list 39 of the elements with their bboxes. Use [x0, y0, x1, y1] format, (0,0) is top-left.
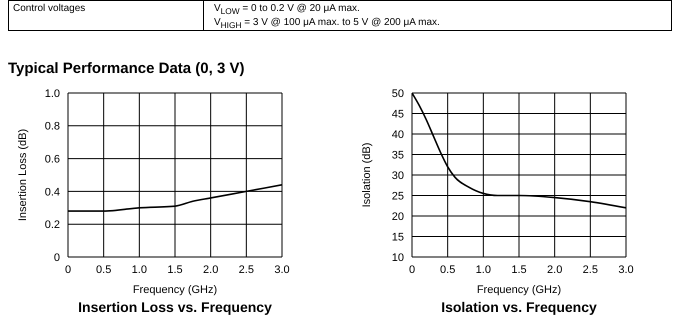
x-tick-label: 2.0 [547, 264, 562, 276]
x-tick-label: 3.0 [618, 264, 634, 276]
text: Typical Performance Data (0, 3 V) [8, 60, 244, 77]
x-tick-label: 2.0 [203, 264, 218, 276]
x-tick-label: 0.5 [96, 264, 112, 276]
y-axis-title: Insertion Loss (dB) [16, 128, 29, 222]
y-tick-label: 35 [392, 149, 404, 162]
y-tick-label: 50 [392, 88, 404, 100]
x-tick-label: 1.0 [132, 264, 147, 276]
text: Insertion Loss vs. Frequency [77, 299, 273, 315]
y-tick-label: 0.2 [44, 219, 60, 232]
y-tick-label: 20 [392, 210, 404, 223]
text: Control voltages [9, 1, 204, 30]
x-tick-label: 0 [64, 264, 72, 276]
x-tick-label: 1.0 [476, 264, 491, 276]
y-tick-label: 0.6 [44, 154, 60, 166]
y-axis-title: Isolation (dB) [360, 142, 373, 208]
y-tick-label: 30 [392, 170, 404, 182]
x-tick-label: 2.5 [582, 264, 598, 276]
y-tick-label: 10 [392, 252, 404, 264]
x-tick-label: 0 [408, 264, 416, 276]
text: Isolation vs. Frequency [440, 299, 598, 315]
y-tick-label: 15 [392, 231, 404, 244]
y-tick-label: 40 [392, 128, 404, 141]
x-axis-title: Frequency (GHz) [476, 284, 562, 296]
text: V$_{LOW}$ = 0 to 0.2 V @ 20 μA max. [214, 3, 361, 17]
x-tick-label: 3.0 [274, 264, 290, 276]
text: V$_{HIGH}$ = 3 V @ 100 μA max. to 5 V @ 200 μA max. [214, 17, 440, 31]
x-axis-title: Frequency (GHz) [132, 284, 218, 296]
x-tick-label: 1.5 [167, 264, 183, 276]
y-tick-label: 0.4 [44, 186, 60, 198]
y-tick-label: 0 [54, 252, 60, 264]
x-tick-label: 1.5 [511, 264, 527, 276]
y-tick-label: 45 [392, 108, 404, 120]
y-tick-label: 25 [392, 190, 404, 202]
y-tick-label: 0.8 [44, 120, 60, 133]
y-tick-label: 1.0 [44, 88, 60, 100]
x-tick-label: 0.5 [440, 264, 456, 276]
x-tick-label: 2.5 [238, 264, 254, 276]
